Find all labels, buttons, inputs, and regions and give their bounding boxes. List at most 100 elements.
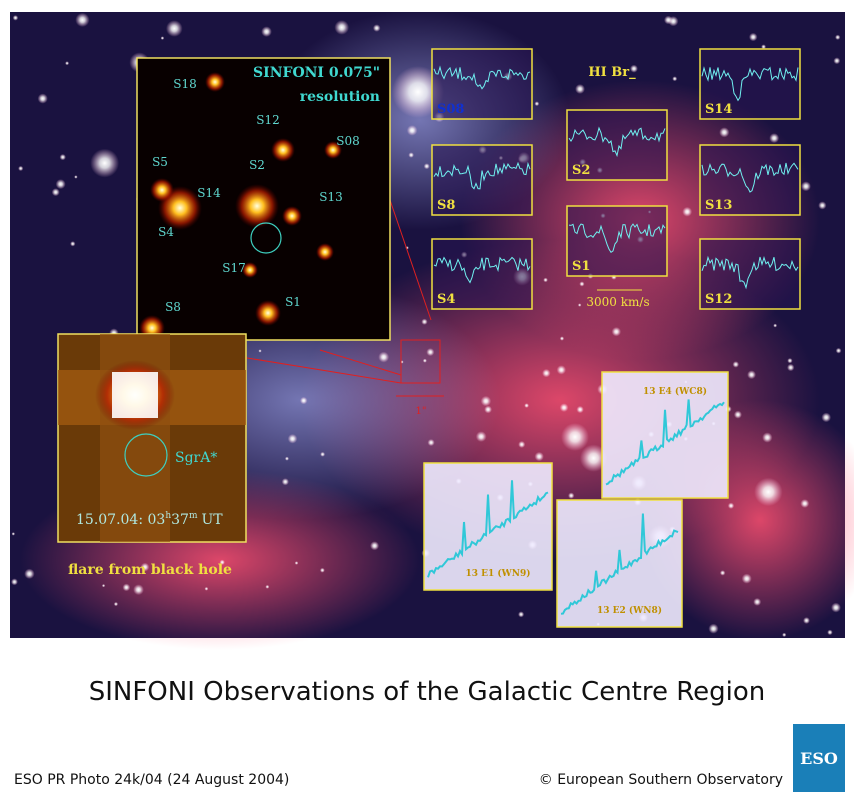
star: [219, 559, 225, 566]
bright-star: [561, 423, 589, 451]
spectrum-label: S14: [705, 102, 732, 117]
star: [160, 36, 165, 40]
star: [831, 602, 841, 613]
spectrum-frame: [431, 48, 533, 120]
broad-spectrum-label: 13 E4 (WC8): [643, 386, 707, 397]
spectrum-panel: S13: [699, 144, 801, 216]
broad-spectrum-line: [605, 399, 725, 486]
star: [753, 597, 762, 606]
star: [833, 57, 841, 65]
sinfoni-panel: SINFONI 0.075" resolution S18 S12 S08 S5 S2 S…: [136, 57, 391, 341]
source-blob: [255, 300, 281, 326]
star: [835, 34, 841, 40]
star-label: S08: [336, 134, 360, 148]
star: [90, 148, 120, 178]
spectrum-label: S1: [572, 259, 590, 274]
star-label: S14: [197, 186, 221, 200]
star-label: S4: [158, 225, 174, 239]
star: [761, 44, 767, 50]
spectrum-frame: [431, 144, 533, 216]
broad-spectrum-panel: 13 E4 (WC8): [601, 371, 729, 499]
source-blob: [271, 138, 295, 162]
star: [579, 444, 608, 472]
spectrum-panel: S12: [699, 238, 801, 310]
star: [800, 499, 810, 508]
star: [782, 632, 787, 637]
star: [769, 133, 780, 144]
star: [74, 175, 78, 179]
star: [787, 358, 793, 364]
star: [542, 368, 551, 378]
star: [422, 358, 427, 363]
spectrum-label: S08: [437, 102, 464, 117]
source-blob: [150, 178, 174, 202]
star: [11, 532, 16, 536]
bright-star: [392, 66, 444, 118]
spectrum-label: S8: [437, 198, 455, 213]
star: [24, 568, 35, 580]
star: [748, 32, 758, 42]
spectrum-panel: S4: [431, 238, 533, 310]
star: [821, 412, 832, 423]
copyright: © European Southern Observatory: [539, 772, 783, 788]
star: [165, 20, 183, 37]
eso-logo: ESO: [793, 724, 845, 792]
broad-spectrum-panel: 13 E1 (WN9): [423, 462, 553, 591]
star: [204, 586, 209, 591]
spectrum-line: [433, 256, 531, 284]
time-m: m: [189, 511, 198, 521]
time-h: h: [165, 511, 171, 521]
star: [803, 617, 810, 624]
broad-spectrum-frame: [423, 462, 553, 591]
star-label: S12: [256, 113, 280, 127]
spectrum-frame: [431, 238, 533, 310]
star: [319, 567, 325, 573]
time-min: 37: [171, 512, 189, 528]
spectrum-line: [433, 65, 531, 90]
credit: ESO PR Photo 24k/04 (24 August 2004): [14, 772, 289, 788]
star: [575, 84, 585, 94]
star: [406, 125, 418, 136]
star: [727, 502, 735, 509]
panel-title: SINFONI 0.075": [253, 65, 380, 81]
star: [708, 623, 719, 634]
star: [51, 188, 60, 197]
star: [747, 370, 757, 380]
star: [719, 127, 730, 138]
star: [663, 15, 673, 25]
star-label: S2: [249, 158, 265, 172]
star: [122, 583, 131, 592]
star: [101, 584, 106, 588]
star: [800, 181, 811, 192]
timestamp: 15.07.04: 03h37m UT: [76, 511, 223, 528]
star: [827, 629, 833, 636]
broad-spectrum-label: 13 E2 (WN8): [597, 605, 662, 616]
spectrum-panel: S14: [699, 48, 801, 120]
star: [423, 163, 430, 170]
spectrum-frame: [699, 48, 801, 120]
star: [281, 478, 289, 486]
star: [579, 281, 585, 287]
star: [732, 361, 740, 368]
star: [294, 561, 299, 565]
star: [818, 201, 827, 210]
star: [629, 64, 638, 73]
star: [518, 611, 525, 618]
star: [265, 584, 270, 589]
broad-spectrum-line: [427, 480, 549, 578]
star: [524, 403, 530, 408]
star: [719, 570, 726, 576]
star: [55, 179, 66, 190]
star: [284, 456, 289, 461]
star: [576, 405, 584, 414]
spectrum-label: S13: [705, 198, 732, 213]
star: [559, 336, 565, 341]
star: [484, 405, 492, 414]
broad-spectrum-frame: [601, 371, 729, 499]
star: [534, 101, 540, 107]
broad-spectrum-frame: [556, 499, 683, 628]
star-label: S13: [319, 190, 343, 204]
source-blob: [282, 206, 302, 226]
star: [59, 153, 66, 161]
star: [378, 351, 390, 363]
